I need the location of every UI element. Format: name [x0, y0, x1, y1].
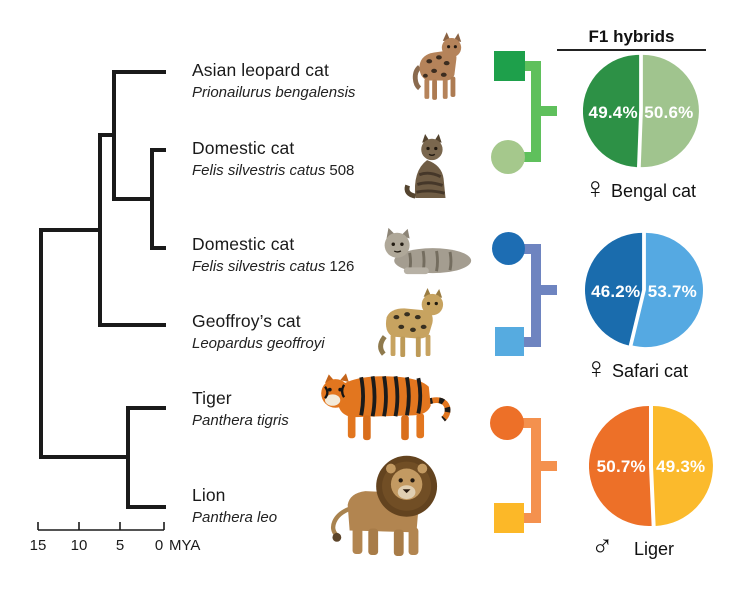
species-scientific-name: Felis silvestris catus 508 — [192, 162, 355, 179]
bracket-vertical-bar — [531, 418, 541, 523]
caption-bengal-cat: Bengal cat — [611, 181, 697, 201]
species-scientific-name: Prionailurus bengalensis — [192, 84, 356, 101]
asian-leopard-cat-image — [408, 32, 466, 102]
lion-image — [316, 444, 454, 556]
geoffroys-cat-image — [374, 288, 448, 358]
species-scientific-name: Leopardus geoffroyi — [192, 335, 325, 352]
bracket-arm — [539, 106, 557, 116]
pie-percent-left: 46.2% — [591, 282, 641, 302]
bracket-vertical-bar — [531, 61, 541, 162]
species-common-name: Geoffroy’s cat — [192, 311, 301, 331]
marker-domestic-cat-508 — [491, 140, 525, 174]
tree-branch-panthera — [126, 406, 166, 509]
species-label-domestic-cat-508: Domestic cat Felis silvestris catus 508 — [192, 138, 354, 179]
pie-slice-right — [640, 54, 699, 168]
species-scientific-name: Felis silvestris catus 126 — [192, 258, 355, 275]
species-label-geoffroys-cat: Geoffroy’s cat Leopardus geoffroyi — [192, 311, 329, 352]
female-icon: ♀ — [584, 172, 607, 205]
species-common-name: Tiger — [192, 388, 232, 408]
tree-branches — [39, 70, 166, 509]
pie-percent-right: 50.6% — [644, 103, 694, 123]
tiger-image — [312, 362, 458, 442]
female-icon: ♀ — [585, 352, 608, 385]
axis-unit-mya: MYA — [169, 537, 201, 554]
pie-percent-left: 49.4% — [588, 103, 638, 123]
species-label-asian-leopard-cat: Asian leopard cat Prionailurus bengalens… — [192, 60, 359, 101]
species-common-name: Asian leopard cat — [192, 60, 329, 80]
caption-safari-cat: Safari cat — [612, 361, 689, 381]
pie-bengal-cat: 49.4% 50.6% — [583, 53, 699, 169]
axis-label-10: 10 — [70, 537, 88, 554]
pie-percent-right: 49.3% — [656, 457, 706, 477]
bracket-vertical-bar — [531, 244, 541, 347]
axis-label-15: 15 — [29, 537, 47, 554]
bracket-arm — [539, 461, 557, 471]
tree-branch-domestic-pair — [150, 148, 166, 250]
domestic-cat-126-image — [376, 226, 474, 276]
bracket-top-stub — [520, 244, 534, 254]
male-icon: ♂ — [591, 529, 614, 562]
bracket-top-stub — [520, 61, 534, 71]
species-scientific-name: Panthera leo — [192, 509, 278, 526]
marker-geoffroys-cat — [495, 327, 524, 356]
marker-lion — [494, 503, 524, 533]
marker-tiger — [490, 406, 524, 440]
caption-liger: Liger — [634, 539, 675, 559]
bracket-bottom-stub — [520, 337, 534, 347]
pie-percent-right: 53.7% — [647, 282, 697, 302]
marker-asian-leopard-cat — [494, 51, 525, 81]
pie-percent-left: 50.7% — [596, 457, 646, 477]
marker-domestic-cat-126 — [492, 232, 525, 265]
pie-liger: 50.7% 49.3% — [589, 404, 713, 528]
species-label-domestic-cat-126: Domestic cat Felis silvestris catus 126 — [192, 234, 354, 275]
pie-slice-right — [632, 232, 703, 348]
species-label-lion: Lion Panthera leo — [192, 485, 281, 526]
axis-label-5: 5 — [115, 537, 125, 554]
pie-slice-left — [589, 406, 652, 526]
bracket-bottom-stub — [520, 513, 534, 523]
tree-branch-geoffroys-cat — [98, 133, 166, 327]
f1-hybrids-title: F1 hybrids — [588, 27, 675, 46]
pie-slice-left — [583, 54, 640, 168]
axis-label-0: 0 — [154, 537, 164, 554]
species-label-tiger: Tiger Panthera tigris — [192, 388, 293, 429]
time-axis — [37, 522, 165, 531]
species-common-name: Domestic cat — [192, 234, 295, 254]
species-scientific-name: Panthera tigris — [192, 412, 289, 429]
title-underline — [557, 49, 706, 51]
species-common-name: Lion — [192, 485, 226, 505]
bracket-arm — [539, 285, 557, 295]
pie-safari-cat: 46.2% 53.7% — [585, 231, 703, 349]
tree-branch-asian-leopard-cat — [112, 70, 166, 201]
pie-slice-left — [585, 232, 643, 346]
bracket-bottom-stub — [520, 152, 534, 162]
tree-branch-root — [39, 228, 128, 459]
bracket-top-stub — [520, 418, 534, 428]
domestic-cat-508-image — [400, 132, 458, 200]
pie-slice-right — [653, 406, 713, 526]
species-common-name: Domestic cat — [192, 138, 295, 158]
